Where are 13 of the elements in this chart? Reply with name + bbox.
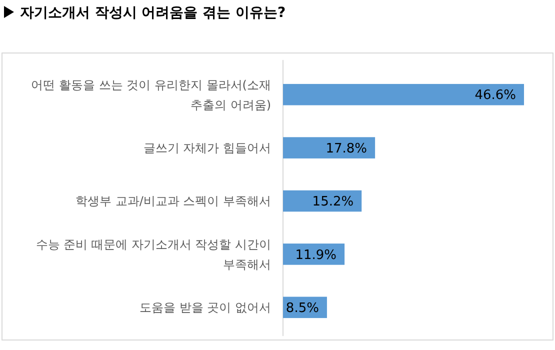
y-tick-label: 어떤 활동을 쓰는 것이 유리한지 몰라서(소재 추출의 어려움) (31, 78, 271, 112)
bar (283, 137, 376, 158)
data-label: 8.5% (286, 300, 319, 316)
data-label: 46.6% (474, 88, 516, 104)
text: 자기소개서 작성시 어려움을 겪는 이유는? (20, 5, 286, 21)
data-label: 11.9% (295, 248, 337, 263)
y-tick-label: 학생부 교과/비교과 스펙이 부족해서 (76, 194, 271, 208)
data-label: 17.8% (326, 141, 368, 156)
data-label: 15.2% (312, 194, 354, 210)
y-tick-label: 도움을 받을 곳이 없어서 (140, 300, 271, 315)
bar (283, 84, 524, 106)
y-tick-label: 수능 준비 때문에 자기소개서 작성할 시간이 부족해서 (36, 237, 271, 272)
y-tick-label: 글쓰기 자체가 힘들어서 (143, 141, 271, 155)
